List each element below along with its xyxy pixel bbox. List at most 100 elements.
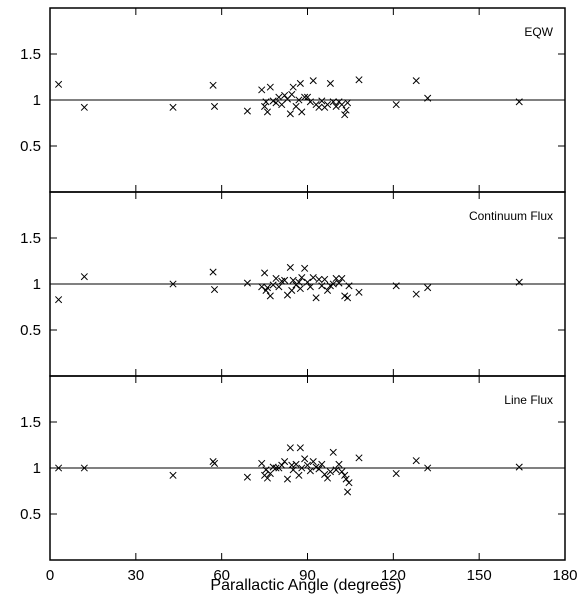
data-point-stroke (301, 264, 309, 272)
y-tick-label: 1 (33, 460, 41, 477)
data-point-stroke (309, 458, 317, 466)
data-point-stroke (306, 283, 314, 291)
data-point-stroke (80, 273, 88, 281)
data-point-stroke (303, 93, 312, 101)
data-point-stroke (392, 469, 400, 478)
data-point-stroke (392, 282, 400, 290)
panel-2: 0.5 1 1.5 Continuum Flux (20, 191, 566, 377)
data-point-stroke (312, 294, 320, 302)
data-point-stroke (315, 275, 323, 283)
data-point-stroke (301, 455, 309, 463)
data-point (335, 460, 343, 468)
data-point-stroke (424, 284, 432, 292)
data-point-stroke (338, 274, 346, 283)
data-point (289, 466, 297, 474)
x-tick-label: 120 (381, 567, 406, 584)
data-point-stroke (286, 110, 294, 118)
data-point (329, 98, 337, 106)
data-point-stroke (332, 274, 340, 283)
data-point (296, 285, 304, 293)
data-point-stroke (295, 471, 303, 479)
data-point-stroke (345, 479, 353, 487)
data-point-stroke (323, 101, 332, 109)
data-point-stroke (292, 102, 300, 110)
data-point-stroke (296, 79, 304, 87)
data-point-stroke (296, 285, 304, 293)
data-point (332, 102, 340, 110)
panel-3: 0.5 1 1.5 Line Flux (20, 375, 566, 561)
data-point (263, 284, 271, 292)
data-point (286, 444, 294, 452)
data-point-stroke (269, 463, 277, 471)
data-point (338, 274, 346, 283)
data-point-stroke (318, 460, 326, 468)
x-tick-label: 180 (552, 567, 577, 584)
data-point (329, 448, 337, 456)
data-point (281, 91, 289, 99)
data-point (209, 268, 217, 276)
data-point (296, 79, 304, 87)
x-axis-label: Parallactic Angle (degrees) (210, 577, 401, 594)
data-point (272, 464, 280, 472)
data-point-stroke (263, 108, 271, 116)
data-point-stroke (326, 79, 334, 87)
data-point-stroke (288, 90, 296, 99)
data-point (288, 286, 296, 294)
panel-label: Line Flux (504, 393, 553, 407)
data-point-stroke (306, 467, 314, 475)
data-point-stroke (258, 283, 266, 291)
data-point-stroke (306, 98, 314, 106)
data-point (295, 96, 303, 104)
data-point-stroke (301, 93, 309, 101)
data-point-stroke (278, 101, 286, 109)
data-point (80, 273, 88, 281)
data-point-stroke (55, 296, 63, 304)
data-point-stroke (286, 263, 294, 271)
data-point-stroke (281, 458, 289, 466)
data-point-stroke (80, 103, 88, 111)
data-point (266, 292, 274, 300)
data-point-stroke (412, 290, 420, 298)
data-point-stroke (289, 83, 297, 91)
data-point-stroke (318, 282, 326, 290)
data-point (275, 283, 283, 291)
data-point (355, 288, 363, 296)
panel-label: Continuum Flux (469, 209, 553, 223)
data-point (278, 101, 286, 109)
data-point (315, 465, 323, 473)
data-point (318, 97, 326, 105)
data-point-stroke (321, 470, 329, 478)
data-point-stroke (263, 284, 271, 292)
data-point-stroke (289, 466, 297, 474)
data-point (301, 264, 309, 272)
data-point-stroke (335, 279, 343, 287)
data-point (209, 81, 217, 89)
data-point-stroke (298, 108, 306, 116)
data-point-stroke (309, 77, 317, 85)
data-point (301, 455, 309, 463)
panel-label: EQW (524, 25, 553, 39)
data-point-stroke (243, 279, 251, 287)
data-point (301, 93, 309, 101)
data-point (412, 77, 420, 85)
data-point-stroke (55, 464, 63, 472)
data-point (281, 276, 289, 284)
x-tick-label: 30 (127, 567, 144, 584)
data-point-stroke (275, 283, 283, 291)
data-point (306, 283, 314, 291)
data-point (312, 294, 320, 302)
data-point (303, 278, 312, 286)
data-point (323, 474, 332, 482)
data-point-stroke (515, 278, 523, 286)
data-point (210, 459, 219, 467)
data-point-stroke (315, 465, 323, 473)
data-point-stroke (210, 102, 219, 110)
data-point (412, 290, 420, 298)
data-point (269, 281, 277, 289)
x-tick-label: 90 (299, 567, 316, 584)
data-point (210, 285, 219, 294)
y-tick-label: 1 (33, 92, 41, 109)
data-point-stroke (262, 466, 270, 474)
data-point-stroke (272, 99, 280, 107)
data-point-stroke (412, 457, 420, 465)
